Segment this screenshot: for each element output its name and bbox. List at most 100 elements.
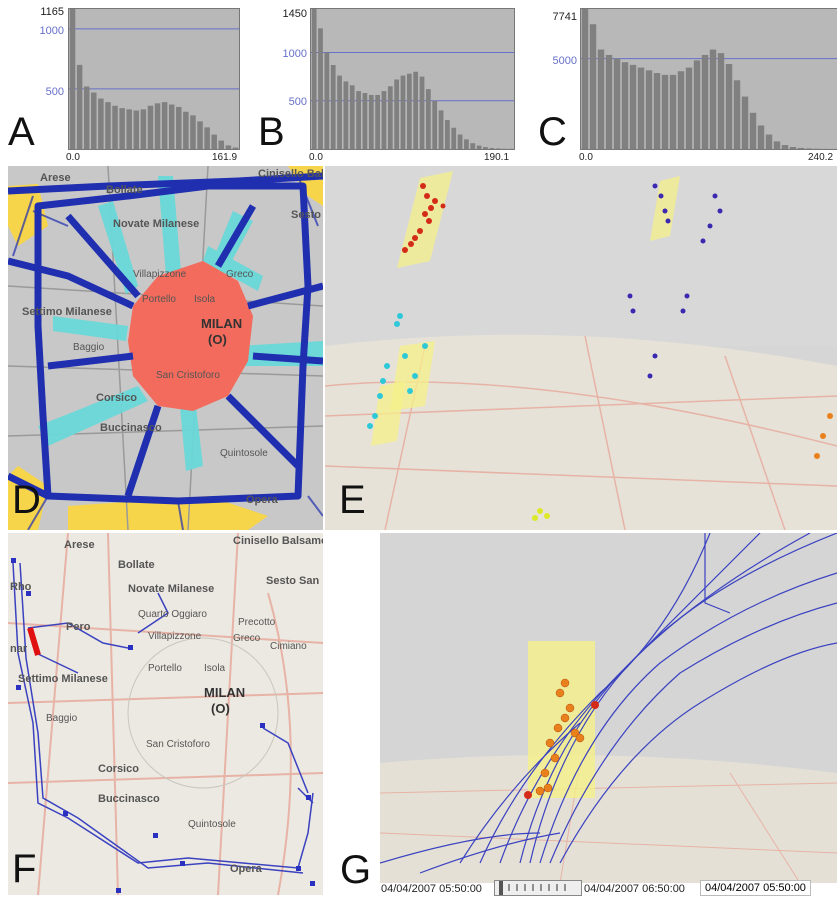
histogram-bar [69, 9, 76, 149]
histogram-bar [98, 98, 104, 149]
map-d-label-corsico: Corsico [96, 392, 137, 404]
histogram-bar [419, 76, 425, 149]
scene-e-canvas [325, 166, 837, 530]
map-panel-d: Arese Bollate Cinisello Balsamo Novate M… [8, 166, 323, 530]
histogram-bar [343, 81, 349, 149]
histogram-b-grid-500: 500 [288, 96, 307, 108]
histogram-bar [489, 148, 495, 149]
histogram-bar [147, 105, 154, 149]
histogram-bar [741, 96, 749, 149]
histogram-bar [119, 108, 125, 149]
timeline-start-label: 04/04/2007 05:50:00 [381, 883, 482, 895]
panel-letter-d: D [12, 478, 41, 522]
histogram-bar [318, 28, 323, 149]
histogram-bar [725, 63, 733, 149]
histogram-bar [387, 86, 393, 149]
histogram-bar [406, 73, 412, 149]
histogram-bar [375, 94, 380, 149]
map-f-label-pero: Pero [66, 621, 91, 633]
histogram-bar [773, 141, 781, 149]
zone-yellow [68, 496, 268, 530]
histogram-bar [483, 147, 488, 149]
histogram-c-plot [580, 8, 837, 150]
histogram-bar [765, 134, 773, 149]
histogram-bar [757, 125, 765, 149]
map-f-label-villapizzone: Villapizzone [148, 631, 202, 642]
histogram-bar [797, 147, 805, 149]
map-d-label-isola: Isola [194, 294, 216, 305]
histogram-bar [190, 115, 196, 149]
map-d-label-bollate: Bollate [106, 184, 143, 196]
histogram-bar [425, 89, 431, 149]
histogram-svg [581, 9, 837, 150]
map-d-label-milan: MILAN [201, 316, 243, 331]
histogram-bar [457, 134, 463, 149]
histogram-bar [432, 100, 438, 149]
map-d-label-portello: Portello [142, 294, 176, 305]
map-f-label-milan-sub: (O) [211, 701, 230, 716]
histogram-bar [218, 140, 225, 149]
histogram-bar [653, 73, 661, 149]
histogram-bar [161, 102, 168, 149]
histogram-bar [105, 102, 111, 149]
ring-road [34, 182, 312, 505]
histogram-bar [621, 62, 629, 149]
map-f-label-nar: nar [10, 643, 28, 655]
map-d-label-villapizzone: Villapizzone [133, 269, 187, 280]
scene-panel-e: E [325, 166, 837, 530]
map-f-label-sesto: Sesto San [266, 575, 320, 587]
map-f-label-quintosole: Quintosole [188, 819, 236, 830]
histogram-bar [476, 145, 482, 149]
histogram-bar [629, 64, 637, 149]
panel-letter-c: C [538, 110, 567, 154]
histogram-bar [176, 106, 182, 149]
histogram-bar [669, 74, 677, 149]
map-d-label-cinisello: Cinisello Balsamo [258, 168, 323, 180]
timeline-current-field[interactable]: 04/04/2007 05:50:00 [700, 880, 811, 896]
panel-letter-e: E [339, 478, 366, 522]
map-f-label-milan: MILAN [204, 685, 246, 700]
histogram-bar [204, 127, 210, 149]
histogram-bar [445, 120, 450, 149]
map-d-label-opera: Opera [246, 494, 278, 506]
map-f-label-corsico: Corsico [98, 763, 139, 775]
histogram-bar [232, 147, 239, 149]
histogram-b-grid-1000: 1000 [282, 48, 307, 60]
histogram-bar [709, 49, 717, 149]
histogram-bar [677, 71, 685, 149]
map-f-label-bollate: Bollate [118, 559, 155, 571]
histogram-a-grid-1000: 1000 [39, 25, 64, 37]
map-d-label-arese: Arese [40, 172, 71, 184]
histogram-a-xmax: 161.9 [212, 152, 238, 163]
map-f-canvas [8, 533, 323, 895]
timeline-slider[interactable] [494, 880, 582, 896]
histogram-bar [701, 54, 709, 149]
map-f-label-rho: Rho [10, 581, 32, 593]
histogram-bar [613, 58, 621, 150]
trajectory [12, 562, 314, 869]
histogram-c-xmax: 240.2 [808, 152, 834, 163]
histogram-bar [362, 93, 368, 149]
timeline-handle[interactable] [499, 881, 503, 895]
map-f-label-cinisello: Cinisello Balsamo [233, 535, 323, 547]
histogram-bar [438, 110, 444, 149]
scene-panel-g [380, 533, 837, 883]
histogram-bar [368, 94, 374, 149]
red-segment [27, 627, 41, 656]
histogram-bar [381, 91, 387, 149]
histogram-a-xmin: 0.0 [66, 152, 80, 163]
histogram-b-plot [310, 8, 515, 150]
map-f-label-novate: Novate Milanese [128, 583, 215, 595]
histogram-bar [749, 112, 757, 149]
map-panel-f: Arese Bollate Cinisello Balsamo Rho Nova… [8, 533, 323, 895]
histogram-bar [356, 91, 361, 149]
map-f-label-greco: Greco [233, 633, 261, 644]
histogram-bar [112, 105, 118, 149]
histogram-bar [76, 64, 83, 149]
histogram-bar [183, 111, 189, 149]
map-d-label-milan-sub: (O) [208, 332, 227, 347]
histogram-bar [693, 60, 701, 149]
map-f-label-settimo: Settimo Milanese [18, 673, 108, 685]
map-d-label-quintosole: Quintosole [220, 448, 268, 459]
histogram-bar [451, 127, 457, 149]
